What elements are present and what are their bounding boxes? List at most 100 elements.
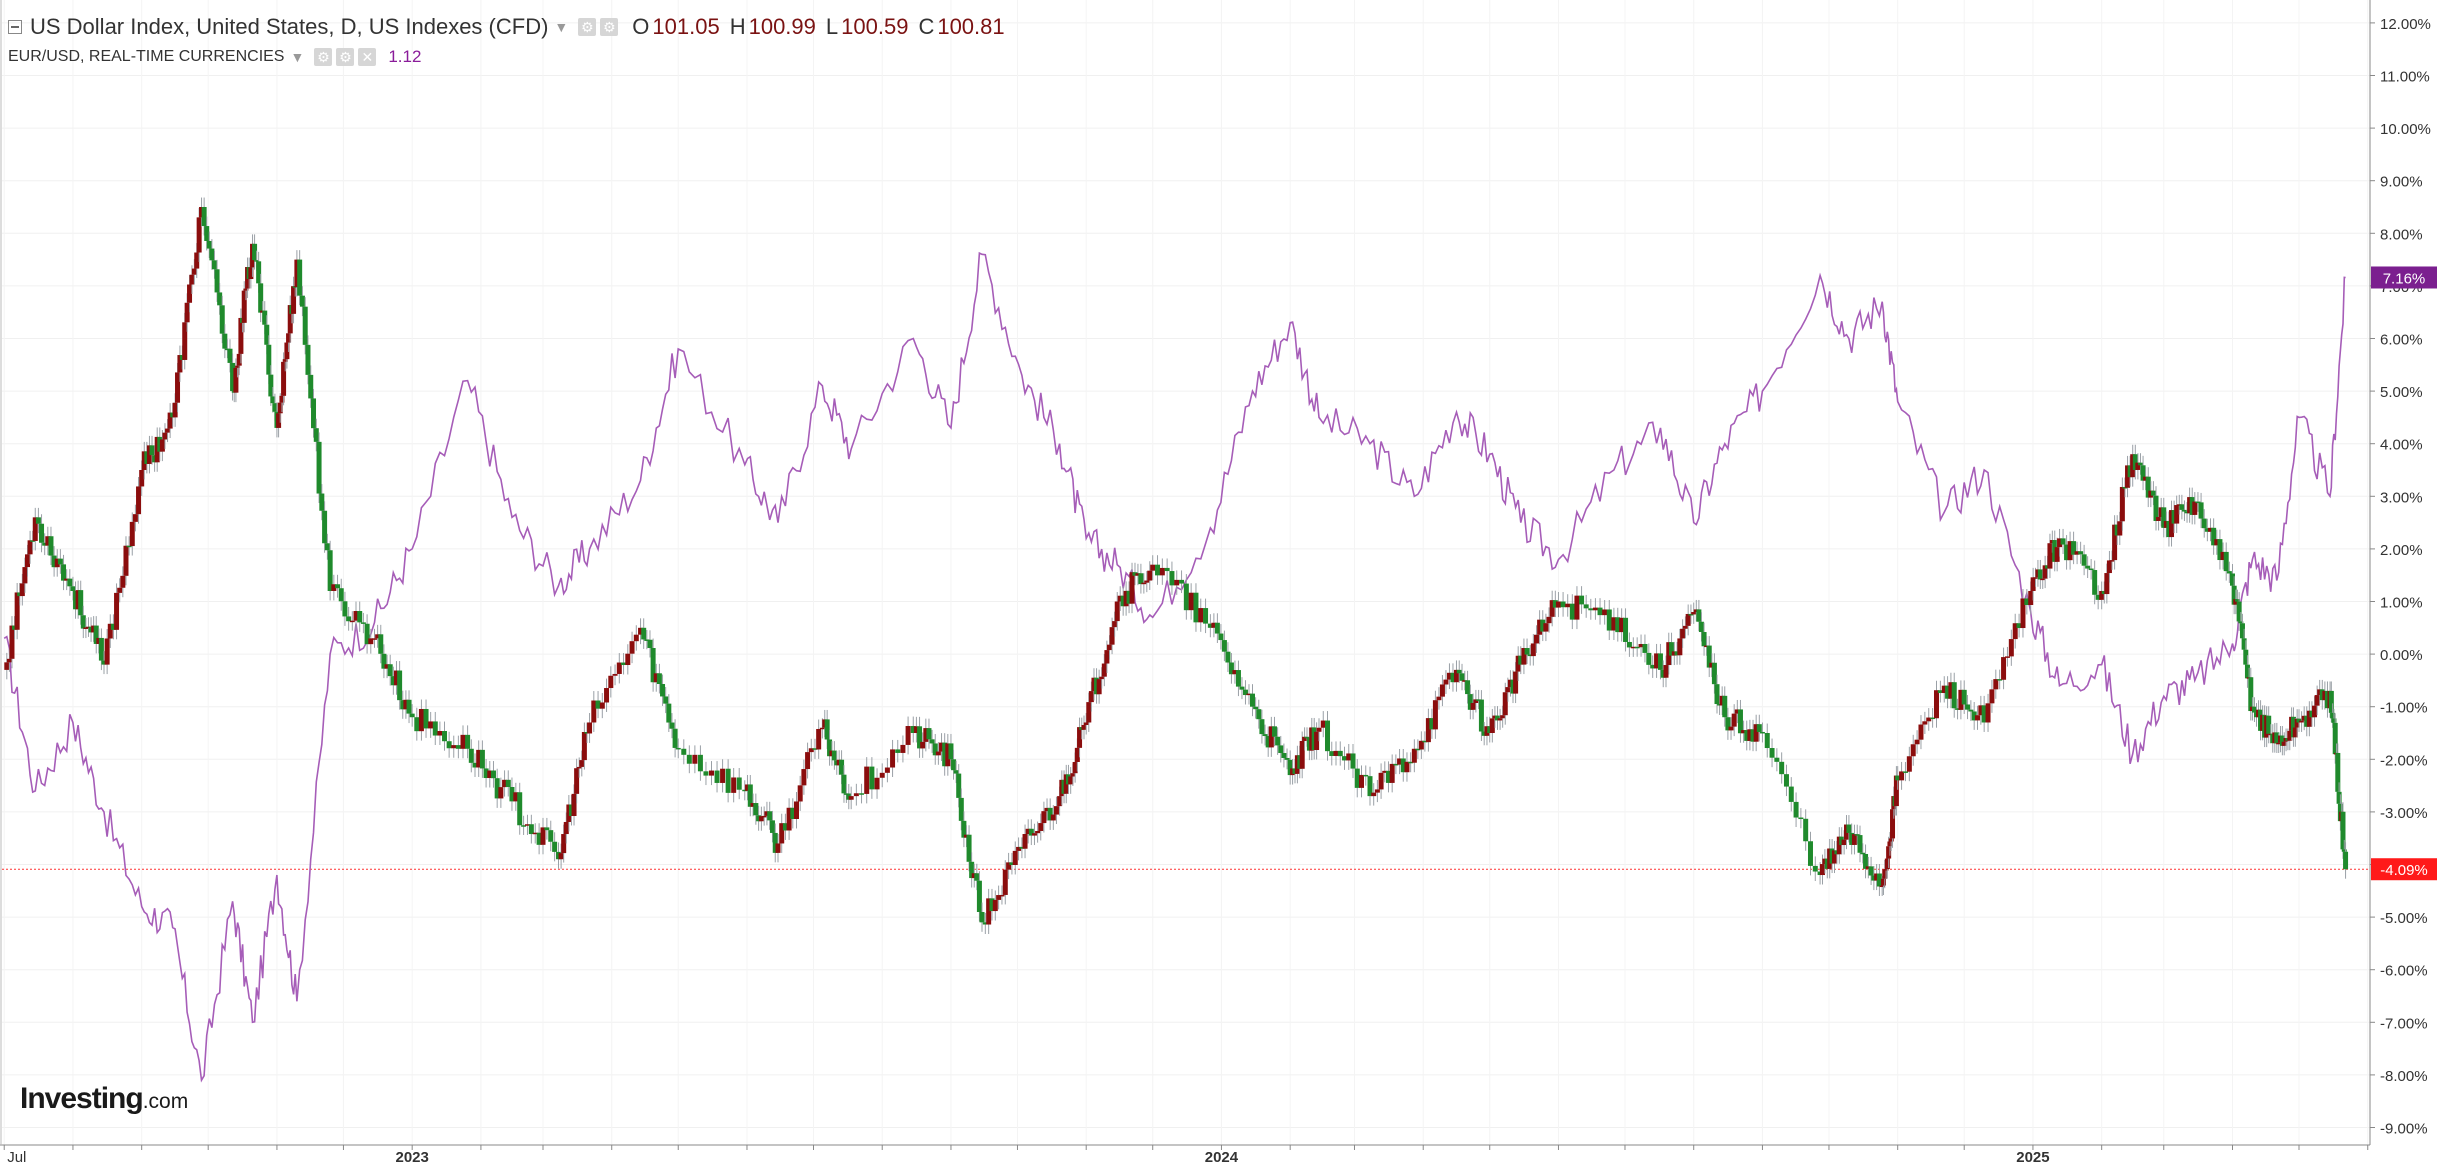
candle-body (101, 660, 107, 665)
candle-body (1053, 806, 1059, 815)
candle-body (2328, 690, 2334, 713)
candle-body (322, 510, 328, 544)
investing-logo: Investing.com (20, 1082, 188, 1116)
candle-body (2074, 551, 2080, 555)
candle-body (1132, 572, 1138, 576)
candle-body (371, 638, 377, 640)
candle-body (1688, 613, 1694, 616)
candle-body (338, 588, 344, 602)
candle-body (1583, 604, 1589, 609)
candle-body (2042, 565, 2048, 579)
candle-body (54, 558, 60, 568)
candle-body (2226, 571, 2232, 574)
candle-body (1117, 595, 1123, 602)
candle-body (2067, 541, 2073, 561)
candle-body (1737, 709, 1743, 734)
candle-body (1793, 801, 1799, 818)
candle-body (64, 578, 70, 581)
candle-body (2145, 476, 2151, 498)
candle-body (1271, 726, 1277, 737)
candle-body (172, 402, 178, 418)
candle-body (750, 803, 756, 807)
candle-body (184, 302, 190, 323)
candle-body (281, 361, 287, 396)
collapse-icon[interactable] (8, 20, 22, 34)
candle-body (2140, 465, 2146, 481)
candle-body (895, 749, 901, 753)
chevron-down-icon[interactable]: ▼ (554, 19, 569, 35)
candle-body (2312, 705, 2318, 718)
candle-body (1422, 740, 1428, 743)
candle-body (1050, 814, 1056, 821)
candle-body (357, 611, 363, 623)
candle-body (428, 721, 434, 729)
candle-body (2047, 543, 2053, 569)
candle-body (574, 768, 580, 794)
candle-body (1888, 838, 1894, 842)
candle-body (1725, 717, 1731, 731)
candle-body (1408, 761, 1414, 764)
candle-body (129, 521, 135, 547)
candle-body (1120, 595, 1126, 607)
candle-body (1411, 748, 1417, 763)
candle-body (879, 772, 885, 778)
candle-body (364, 623, 370, 645)
candle-body (256, 261, 262, 284)
candle-body (1887, 841, 1893, 847)
candle-body (2301, 715, 2307, 721)
gear-icon[interactable]: ⚙ (336, 48, 355, 66)
candle-body (1159, 567, 1165, 576)
candle-body (224, 348, 230, 351)
candle-body (266, 344, 272, 375)
dxy-last-value-bg (2371, 858, 2437, 881)
chevron-down-icon[interactable]: ▼ (290, 49, 305, 65)
candle-body (824, 719, 830, 740)
candle-body (1393, 763, 1399, 766)
candle-body (2211, 527, 2217, 546)
candle-body (1902, 771, 1908, 773)
brand-name: Investing (20, 1082, 144, 1115)
legend-sub-title[interactable]: EUR/USD, REAL-TIME CURRENCIES (8, 48, 285, 65)
candle-body (123, 545, 129, 576)
legend-main-title[interactable]: US Dollar Index, United States, D, US In… (30, 14, 549, 39)
candle-body (536, 832, 542, 845)
candle-body (1682, 625, 1688, 629)
candle-body (490, 770, 496, 779)
candle-body (472, 762, 478, 768)
candle-body (468, 748, 474, 763)
candle-body (120, 575, 126, 588)
candle-body (494, 778, 500, 799)
candle-body (1841, 839, 1847, 846)
candle-body (2054, 547, 2060, 562)
candle-body (742, 789, 748, 792)
candle-body (2174, 505, 2180, 524)
candle-body (1602, 609, 1608, 616)
candle-body (305, 344, 311, 375)
candle-body (1893, 775, 1899, 807)
candle-body (725, 768, 731, 793)
candle-body (644, 639, 650, 641)
candle-body (465, 734, 471, 749)
candle-body (1524, 648, 1530, 655)
candle-body (286, 333, 292, 343)
candle-body (206, 240, 212, 249)
candle-body (979, 911, 985, 923)
candle-body (1022, 834, 1028, 849)
gear-icon[interactable]: ⚙ (600, 18, 619, 36)
candle-body (764, 811, 770, 816)
candle-body (1846, 824, 1852, 833)
candle-body (672, 728, 678, 748)
settings-icon[interactable]: ⚙ (314, 48, 333, 66)
candle-body (2064, 544, 2070, 561)
candle-body (451, 745, 457, 749)
candle-body (1174, 579, 1180, 586)
candle-body (1147, 570, 1153, 581)
candle-body (1099, 676, 1105, 680)
candle-body (2238, 621, 2244, 624)
candle-body (85, 626, 91, 629)
candle-body (2117, 521, 2123, 536)
close-icon[interactable]: ✕ (358, 48, 377, 66)
settings-icon[interactable]: ⚙ (578, 18, 597, 36)
candle-body (552, 841, 558, 852)
